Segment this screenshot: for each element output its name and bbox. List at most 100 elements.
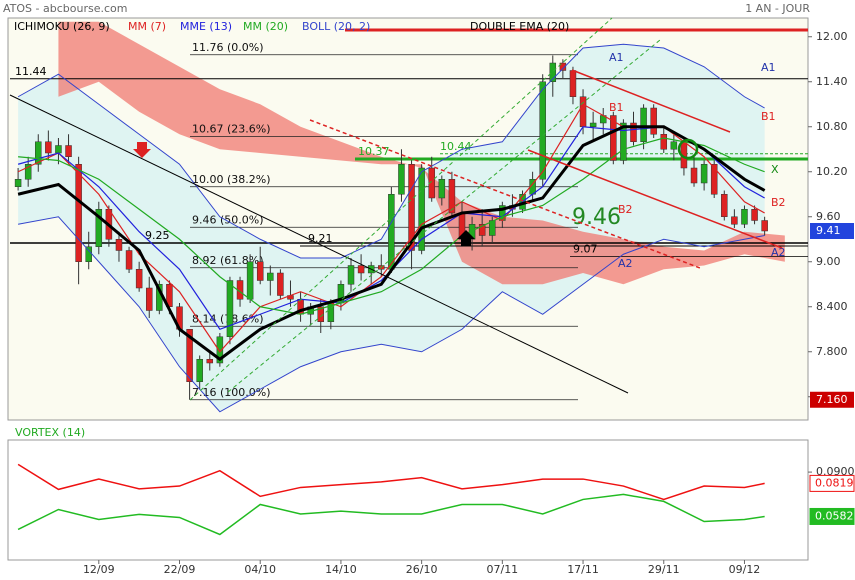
candle-body — [650, 107, 657, 135]
annotation: A1 — [761, 61, 776, 74]
fib-label: 11.76 (0.0%) — [192, 41, 264, 54]
candle-body — [256, 261, 264, 281]
candle-body — [55, 145, 62, 154]
period-label: 1 AN - JOUR — [745, 2, 810, 15]
candle-body — [700, 164, 708, 184]
indicator-line — [18, 137, 765, 315]
channel-line — [571, 69, 731, 133]
candle-body — [428, 167, 435, 199]
candle-body — [85, 246, 92, 262]
x-tick-label: 26/10 — [406, 563, 438, 576]
price-level-label: 9.21 — [308, 232, 333, 245]
candle-body — [267, 272, 274, 281]
candle-body — [216, 336, 224, 364]
candle-body — [721, 194, 728, 217]
x-tick-label: 22/09 — [164, 563, 196, 576]
candle-body — [246, 261, 254, 300]
last-value-label: 0.0582 — [815, 509, 854, 522]
legend-entry: BOLL (20, 2) — [302, 20, 370, 33]
candle-body — [65, 145, 72, 157]
candle-body — [620, 122, 627, 161]
candle-body — [741, 209, 748, 225]
annotation: A1 — [609, 51, 624, 64]
last-value-box — [809, 507, 855, 525]
candle-body — [610, 115, 617, 161]
vortex-line — [17, 463, 765, 501]
price-level-label: 11.44 — [15, 65, 47, 78]
candle-body — [438, 179, 446, 199]
candle-body — [196, 359, 203, 382]
candle-body — [277, 272, 284, 296]
x-tick-label: 07/11 — [486, 563, 518, 576]
candle-body — [448, 179, 456, 214]
main-layer: 11.76 (0.0%) 10.67 (23.6%) 10.00 (38.2%) 9.… — [14, 41, 768, 413]
y-tick-label: 9.00 — [816, 255, 841, 268]
last-price-label: 9.41 — [816, 224, 841, 237]
y-tick-label: 8.400 — [816, 300, 848, 313]
candle-body — [186, 329, 193, 382]
x-tick-label: 09/12 — [729, 563, 761, 576]
annotation: 9.46 — [572, 205, 621, 230]
fib-label: 10.00 (38.2%) — [192, 173, 271, 186]
legend-entry: DOUBLE EMA (20) — [470, 20, 569, 33]
candle-body — [24, 164, 32, 180]
fib-label: 10.67 (23.6%) — [192, 123, 271, 136]
highlight-circle — [677, 138, 699, 160]
vortex-title: VORTEX (14) — [15, 426, 85, 439]
fib-label: 8.92 (61.8%) — [192, 254, 264, 267]
candle-body — [398, 164, 405, 195]
candle-body — [630, 122, 637, 142]
candle-body — [589, 122, 597, 127]
last-value-label: 0.0819 — [815, 476, 854, 489]
candle-body — [569, 70, 577, 97]
candle-body — [478, 224, 486, 236]
annotation: B2 — [618, 203, 633, 216]
vortex-panel — [7, 439, 809, 561]
chart-title: ATOS - abcbourse.com — [3, 2, 127, 15]
candle-body — [135, 269, 143, 289]
annotation: B2 — [771, 196, 786, 209]
bollinger-lower — [17, 216, 765, 413]
candle-body — [751, 209, 758, 221]
candle-body — [347, 265, 355, 285]
legend-entry: MM (20) — [243, 20, 288, 33]
trendline — [9, 94, 629, 394]
low-price-box — [810, 391, 854, 408]
candle-body — [761, 220, 768, 232]
y-tick-label: 0.0900 — [816, 465, 855, 478]
candle-body — [418, 167, 425, 251]
candle-body — [95, 209, 103, 247]
bollinger-upper — [17, 43, 765, 259]
candle-body — [579, 96, 587, 127]
trendlines — [9, 17, 783, 401]
channel-line — [527, 149, 783, 249]
annotation: X — [771, 163, 779, 176]
candle-body — [670, 141, 678, 150]
candle-body — [35, 141, 42, 165]
x-tick-label: 17/11 — [567, 563, 599, 576]
x-tick-label: 29/11 — [648, 563, 680, 576]
y-tick-label: 12.00 — [816, 30, 848, 43]
candle-body — [226, 280, 234, 337]
y-tick-label: 9.60 — [816, 210, 841, 223]
candle-body — [559, 62, 567, 71]
ichimoku-cloud — [58, 21, 785, 285]
indicator-line — [17, 125, 766, 362]
y-tick-label: 10.80 — [816, 120, 848, 133]
candle-body — [549, 62, 557, 82]
price-level-label: 10.37 — [358, 145, 390, 158]
down-arrow — [133, 142, 151, 158]
low-price-label: 7.160 — [816, 393, 848, 406]
candle-body — [539, 81, 546, 180]
x-tick-label: 14/10 — [325, 563, 357, 576]
price-level-label: 9.07 — [573, 243, 598, 256]
candle-body — [690, 167, 698, 184]
channel-line — [189, 17, 613, 401]
candle-body — [125, 250, 133, 270]
candle-body — [388, 194, 395, 270]
up-arrow — [457, 230, 475, 246]
candle-body — [408, 164, 415, 251]
y-tick-label: 7.800 — [816, 345, 848, 358]
candle-body — [357, 265, 365, 274]
